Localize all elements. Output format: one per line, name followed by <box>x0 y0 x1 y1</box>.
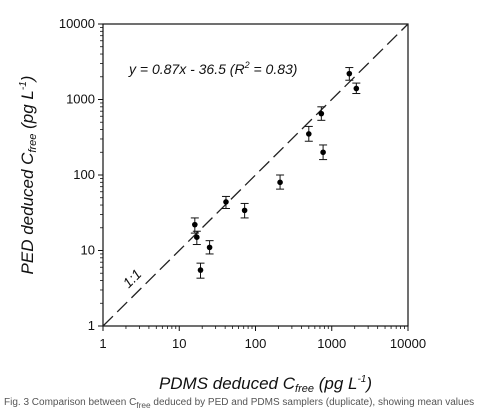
y-axis-title-sub: free <box>27 134 39 153</box>
y-tick-label: 10000 <box>59 16 95 31</box>
y-axis-title-unit: (pg L <box>18 90 37 133</box>
reference-line-group <box>102 23 409 327</box>
point-marker <box>194 234 200 241</box>
data-point <box>240 202 249 219</box>
y-tick-label: 1000 <box>66 92 95 107</box>
point-marker <box>353 85 360 92</box>
data-point <box>352 82 361 95</box>
equation-main: y = 0.87x - 36.5 (R <box>128 61 245 77</box>
point-marker <box>197 267 204 273</box>
y-axis-title: PED deduced Cfree (pg L-1) <box>18 76 39 275</box>
point-marker <box>223 199 229 205</box>
point-marker <box>277 179 283 186</box>
caption-rest: deduced by PED and PDMS samplers (duplic… <box>153 397 474 408</box>
x-axis-title-sub: free <box>295 383 314 395</box>
x-axis-title-prefix: PDMS deduced C <box>159 374 296 393</box>
one-to-one-line <box>102 23 409 327</box>
x-tick-label: 10 <box>172 336 186 351</box>
data-point <box>190 217 199 234</box>
y-tick-label: 1 <box>88 318 95 333</box>
point-marker <box>206 244 213 251</box>
x-axis-title-unit: (pg L <box>314 374 357 393</box>
equation-rest: = 0.83) <box>250 61 298 77</box>
point-marker <box>318 110 325 117</box>
data-point <box>196 262 205 279</box>
regression-equation: y = 0.87x - 36.5 (R2 = 0.83) <box>128 60 297 77</box>
data-points <box>190 67 361 279</box>
y-axis-ticks: 1 10 100 1000 10000 <box>59 16 103 333</box>
x-axis-title-close: ) <box>364 374 372 393</box>
data-point <box>319 144 328 161</box>
caption-sub: free <box>136 400 151 410</box>
y-tick-label: 100 <box>73 167 95 182</box>
figure-caption: Fig. 3 Comparison between Cfree deduced … <box>4 397 474 410</box>
point-marker <box>192 221 198 228</box>
x-axis-title-sup: -1 <box>357 374 366 385</box>
data-point <box>304 125 313 142</box>
point-marker <box>320 149 326 156</box>
y-tick-label: 10 <box>81 243 95 258</box>
data-point <box>317 106 326 121</box>
x-tick-label: 100 <box>245 336 267 351</box>
reference-line-label: 1:1 <box>119 266 144 291</box>
data-point <box>192 230 201 246</box>
equation-sup: 2 <box>244 60 250 70</box>
data-point <box>345 67 354 81</box>
point-marker <box>241 207 248 214</box>
data-point <box>276 174 285 190</box>
data-point <box>205 240 214 255</box>
point-marker <box>346 70 353 77</box>
data-point <box>221 195 230 209</box>
y-axis-title-prefix: PED deduced C <box>18 152 37 275</box>
x-axis-ticks: 1 10 100 1000 10000 <box>99 326 426 351</box>
caption-main: Fig. 3 Comparison between C <box>4 397 137 408</box>
x-tick-label: 10000 <box>390 336 426 351</box>
y-axis-title-close: ) <box>18 76 37 84</box>
x-tick-label: 1000 <box>317 336 346 351</box>
y-axis-title-sup: -1 <box>18 81 29 90</box>
point-marker <box>305 131 312 137</box>
x-tick-label: 1 <box>99 336 106 351</box>
x-axis-title: PDMS deduced Cfree (pg L-1) <box>159 374 372 395</box>
